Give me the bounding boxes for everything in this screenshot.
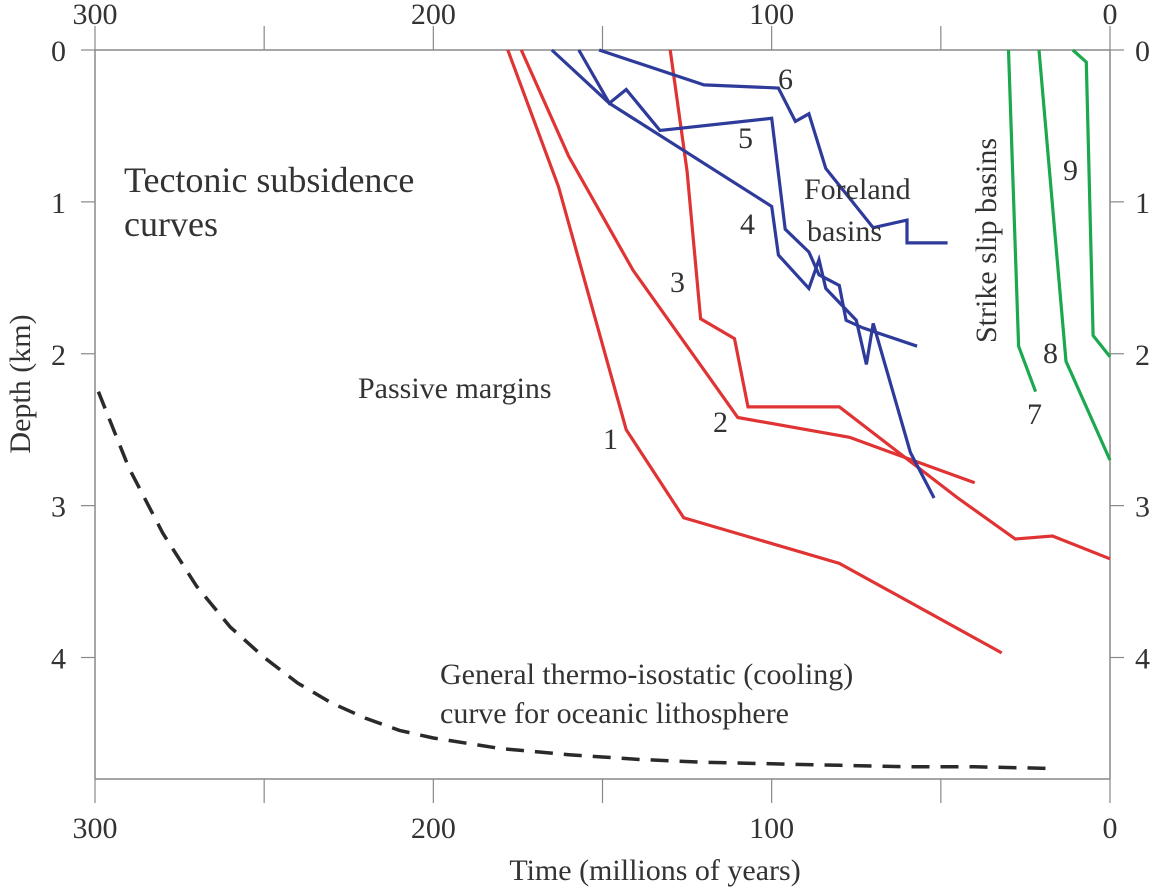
x-tick-label-bottom: 200: [411, 812, 456, 845]
series-6-line: [598, 48, 948, 245]
x-axis-title: Time (millions of years): [509, 854, 800, 887]
y-tick-label-left: 0: [51, 35, 66, 68]
series-3-line: [668, 49, 1111, 561]
y-tick-label-right: 3: [1135, 491, 1150, 524]
y-tick-label-left: 3: [51, 491, 66, 524]
y-tick-label-left: 2: [51, 339, 66, 372]
foreland-label-line-2: basins: [807, 215, 882, 248]
passive-margins-label: Passive margins: [358, 372, 552, 405]
series-6-label: 6: [778, 63, 793, 96]
series-9-line: [1071, 48, 1112, 358]
x-tick-label-top: 200: [411, 0, 456, 31]
y-tick-label-right: 0: [1135, 35, 1150, 68]
y-tick-label-right: 1: [1135, 187, 1150, 220]
y-tick-label-right: 2: [1135, 339, 1150, 372]
y-axis-title: Depth (km): [4, 314, 37, 453]
series-8-line: [1037, 49, 1112, 461]
series-7-line: [1006, 49, 1038, 393]
series-1-line: [506, 49, 1003, 655]
y-tick-label-right: 4: [1135, 643, 1150, 676]
cooling-label-line-2: curve for oceanic lithosphere: [440, 697, 789, 730]
x-tick-label-bottom: 0: [1103, 812, 1118, 845]
series-5-label: 5: [738, 122, 753, 155]
series-8-label: 8: [1043, 337, 1058, 370]
series-2-line: [519, 49, 976, 485]
series-2-label: 2: [713, 406, 728, 439]
series-3-label: 3: [670, 266, 685, 299]
series-7-label: 7: [1027, 398, 1042, 431]
series-5-line: [577, 49, 918, 348]
y-tick-label-left: 4: [51, 643, 66, 676]
foreland-label-line-1: Foreland: [804, 173, 911, 206]
x-tick-label-bottom: 300: [73, 812, 118, 845]
series-4-line: [550, 48, 936, 499]
series-lines: [96, 48, 1112, 771]
cooling-label-line-1: General thermo-isostatic (cooling): [440, 658, 853, 691]
x-tick-label-bottom: 100: [749, 812, 794, 845]
x-tick-label-top: 300: [73, 0, 118, 31]
x-tick-label-top: 100: [749, 0, 794, 31]
main-title-line-1: Tectonic subsidence: [124, 160, 414, 200]
cooling-curve-line: [96, 391, 1050, 771]
series-9-label: 9: [1063, 154, 1078, 187]
y-tick-label-left: 1: [51, 187, 66, 220]
series-4-label: 4: [740, 208, 755, 241]
x-tick-label-top: 0: [1103, 0, 1118, 31]
series-1-label: 1: [603, 423, 618, 456]
strike-slip-label: Strike slip basins: [970, 138, 1003, 343]
main-title-line-2: curves: [124, 204, 218, 244]
